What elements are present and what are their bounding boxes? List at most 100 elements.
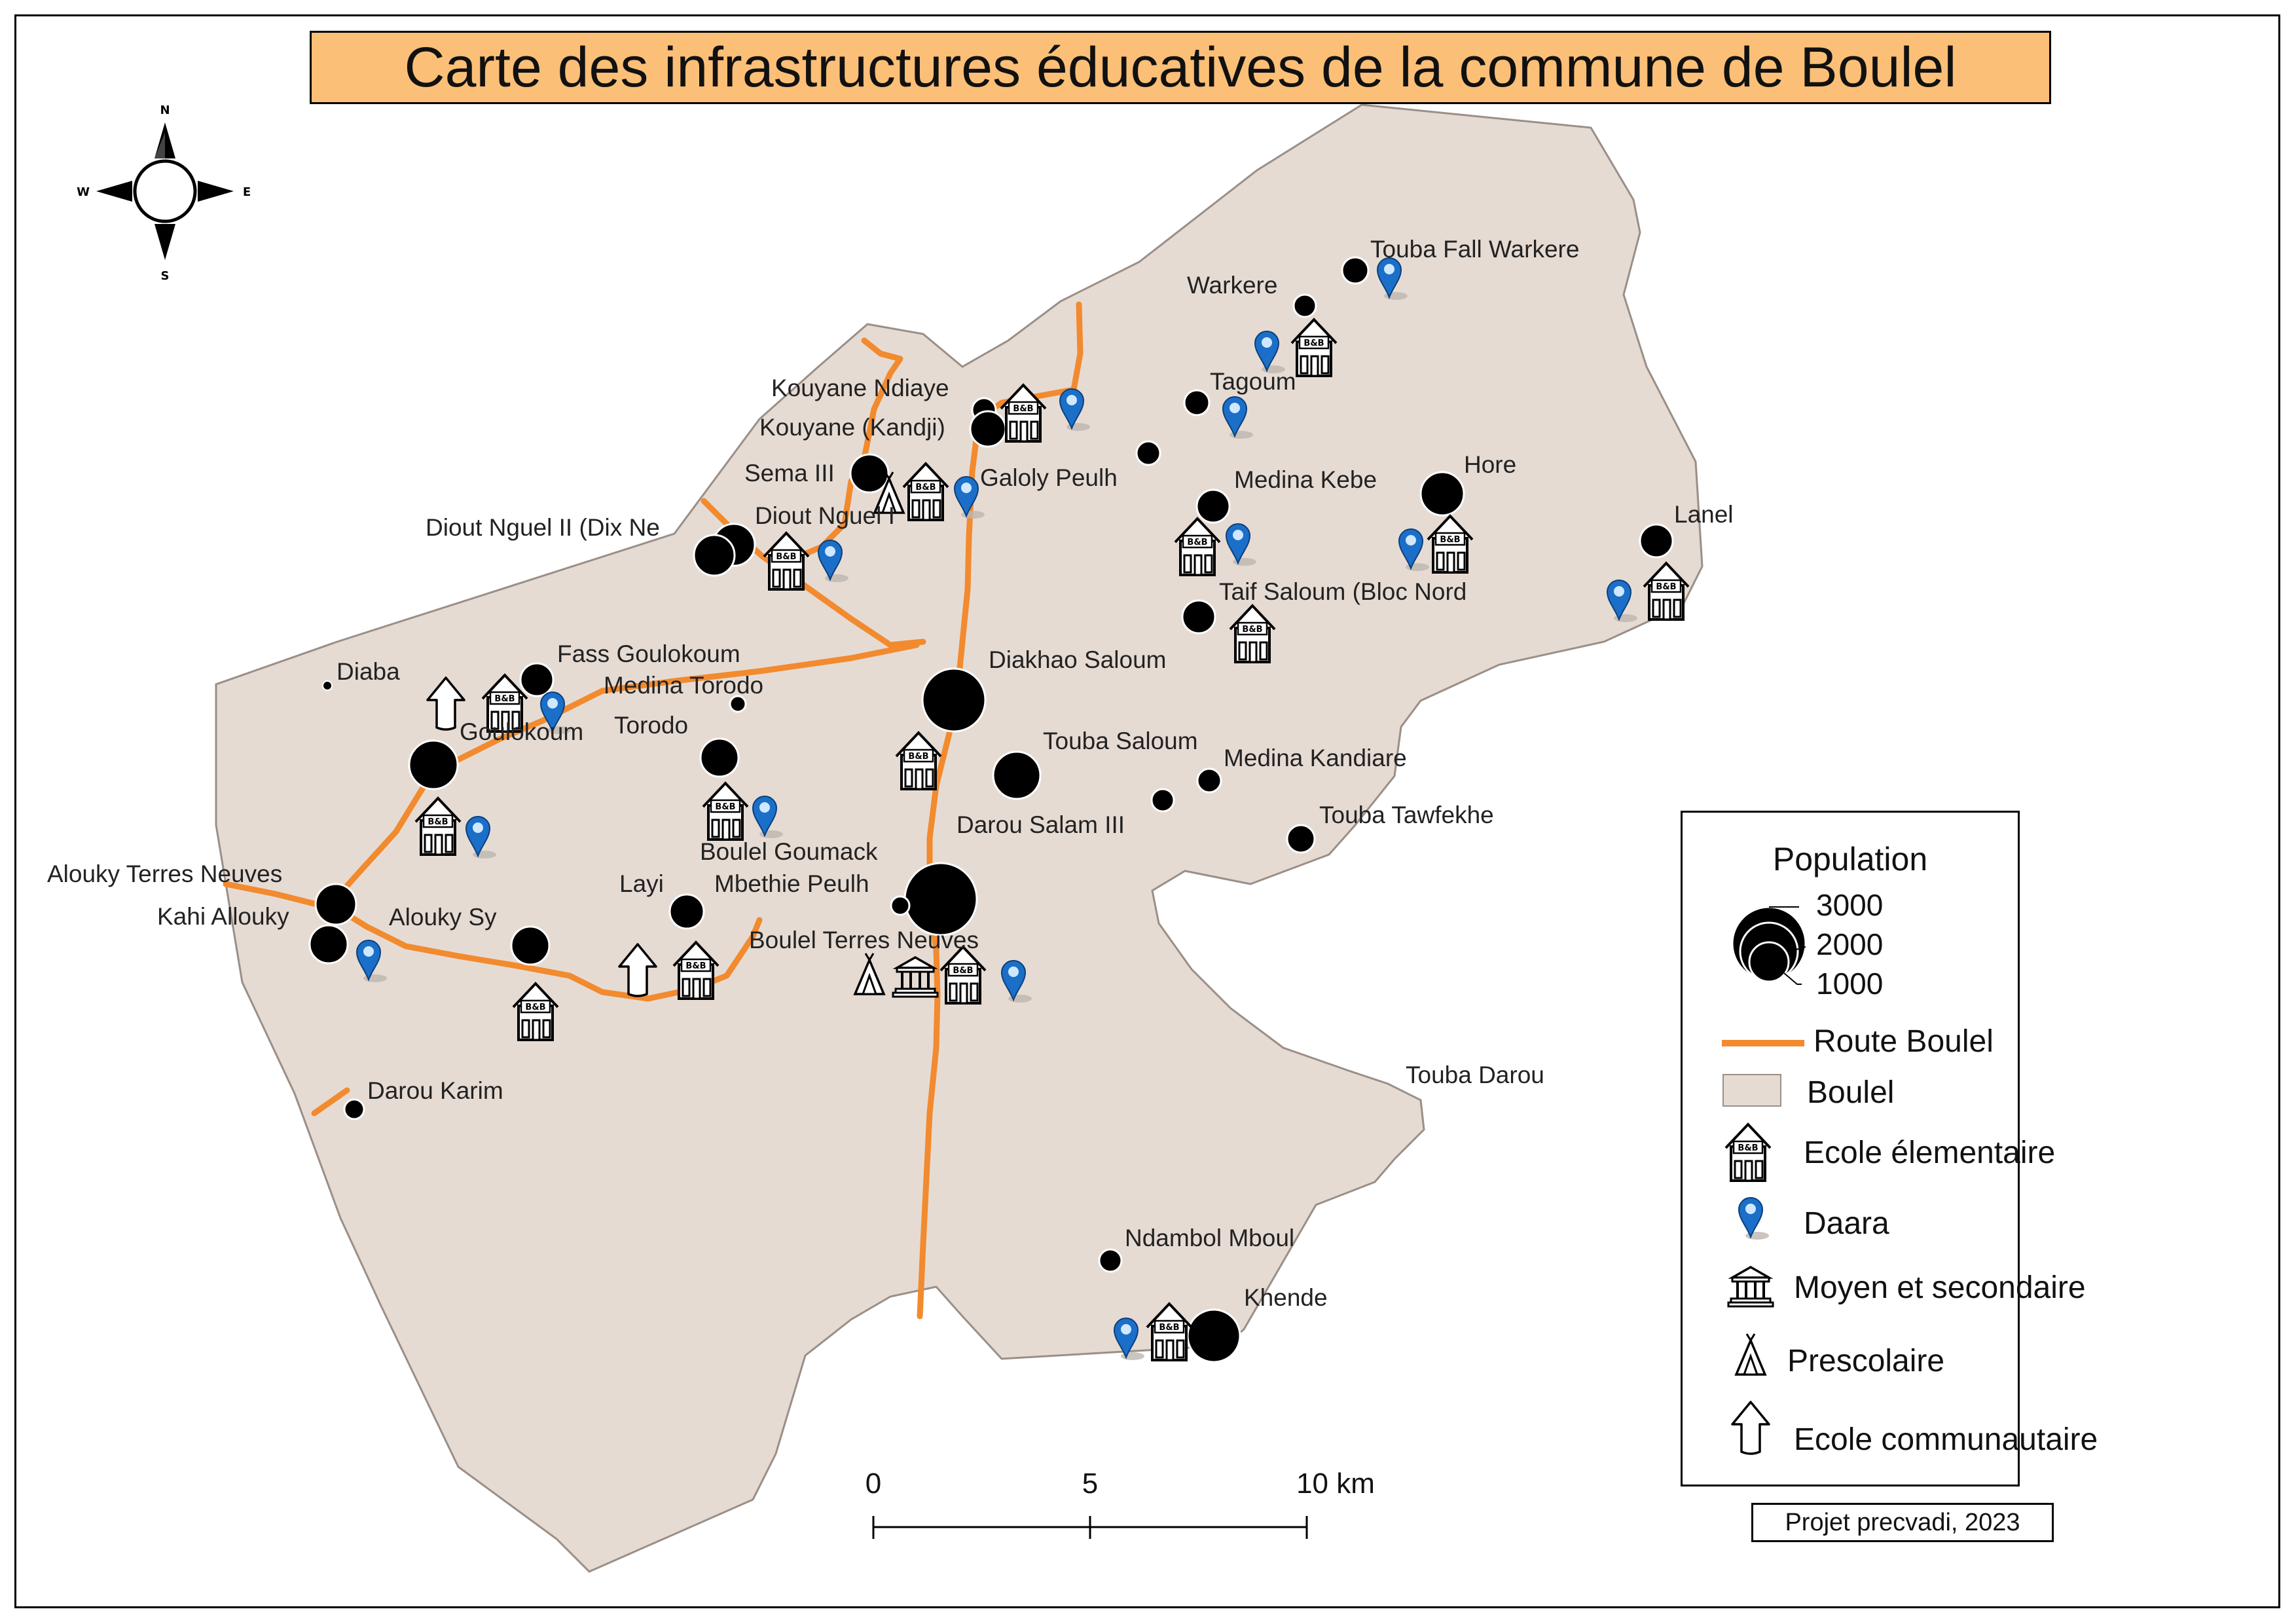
place-label: Lanel <box>1674 501 1734 528</box>
legend-daara-label: Daara <box>1804 1206 1889 1241</box>
scale-label-5: 5 <box>1082 1467 1098 1500</box>
settlement-tagoum[interactable] <box>1183 389 1211 416</box>
legend-commune-label: Boulel <box>1807 1075 1895 1110</box>
settlement-touba-saloum[interactable] <box>992 750 1042 800</box>
place-label: Boulel Goumack <box>700 838 878 865</box>
legend-elementary-label: Ecole élementaire <box>1804 1135 2056 1170</box>
place-label: Torodo <box>614 712 688 739</box>
scale-label-0: 0 <box>866 1467 881 1500</box>
place-label: Layi <box>619 870 664 897</box>
place-label: Ndambol Mboul <box>1125 1225 1294 1251</box>
legend-pop-1000: 1000 <box>1816 967 1884 1001</box>
legend-pop-2000: 2000 <box>1816 927 1884 961</box>
place-label: Touba Fall Warkere <box>1370 236 1579 263</box>
settlement-darou-karim[interactable] <box>343 1098 365 1120</box>
settlement-fass-goulokoum[interactable] <box>519 662 555 697</box>
compass-w-label: W <box>77 185 90 199</box>
settlement-hore[interactable] <box>1419 471 1465 517</box>
settlement-medina-kebe[interactable] <box>1195 489 1231 524</box>
place-label: Mbethie Peulh <box>714 870 869 897</box>
legend-preschool-label: Prescolaire <box>1787 1344 1945 1378</box>
compass-n-label: N <box>160 103 170 117</box>
settlement-touba-fall-warkere[interactable] <box>1341 256 1370 285</box>
settlement-alouky-terres-neuves[interactable] <box>314 883 357 926</box>
place-label: Hore <box>1464 451 1516 478</box>
place-label: Touba Tawfekhe <box>1319 802 1494 828</box>
place-label: Alouky Sy <box>389 904 497 931</box>
population-size-icon <box>1731 906 1807 985</box>
place-label: Tagoum <box>1210 368 1296 395</box>
daara-pin-icon <box>1738 1197 1770 1240</box>
place-label: Warkere <box>1187 272 1277 299</box>
community-school-icon <box>1731 1401 1770 1455</box>
legend: Population 3000 2000 1000 Route Boulel B… <box>1681 811 2098 1486</box>
place-label: Darou Karim <box>367 1077 503 1104</box>
place-label: Medina Kebe <box>1234 466 1377 493</box>
credit-text: Projet precvadi, 2023 <box>1785 1508 2020 1536</box>
settlement-sema-iii[interactable] <box>849 453 890 494</box>
settlement-taif-saloum[interactable] <box>1181 599 1216 635</box>
settlement-diaba[interactable] <box>322 680 333 691</box>
settlement-torodo[interactable] <box>699 737 740 778</box>
place-label: Diout Nguel II (Dix Ne <box>426 514 660 541</box>
settlement-touba-tawfekhe[interactable] <box>1286 824 1316 854</box>
settlement-khende[interactable] <box>1186 1308 1241 1363</box>
place-label: Darou Salam III <box>957 811 1125 838</box>
place-label: Medina Torodo <box>604 672 763 699</box>
place-label: Touba Saloum <box>1043 728 1198 754</box>
place-label: Taif Saloum (Bloc Nord <box>1219 578 1467 605</box>
school-icon <box>1724 1123 1772 1186</box>
place-label: Touba Darou <box>1406 1061 1544 1088</box>
place-labels: Touba Fall Warkere Warkere Tagoum Kouyan… <box>47 236 1734 1311</box>
settlement-kahi-allouky[interactable] <box>308 924 349 965</box>
settlement-boulel-terres-neuves[interactable] <box>903 862 978 936</box>
legend-community-label: Ecole communautaire <box>1794 1422 2098 1457</box>
map-title: Carte des infrastructures éducatives de … <box>404 35 1957 99</box>
place-label: Kouyane Ndiaye <box>771 375 949 401</box>
place-label: Fass Goulokoum <box>557 640 740 667</box>
compass-e-label: E <box>243 185 251 199</box>
map-title-box: Carte des infrastructures éducatives de … <box>310 31 2051 104</box>
settlement-medina-kandiare[interactable] <box>1196 767 1222 794</box>
settlement-alouky-sy[interactable] <box>510 925 551 966</box>
settlement-kouyane-kandji[interactable] <box>969 410 1007 448</box>
place-label: Boulel Terres Neuves <box>749 927 979 953</box>
credit-box: Projet precvadi, 2023 <box>1751 1503 2054 1542</box>
legend-title: Population <box>1772 841 1928 877</box>
settlement-medina-torodo[interactable] <box>729 695 747 713</box>
legend-pop-3000: 3000 <box>1816 888 1884 922</box>
place-label: Diaba <box>337 658 400 685</box>
settlement-mbethie-peulh[interactable] <box>890 895 911 916</box>
legend-route-label: Route Boulel <box>1813 1024 1994 1059</box>
scale-label-10: 10 km <box>1296 1467 1375 1500</box>
settlement-goulokoum[interactable] <box>408 739 459 790</box>
place-label: Khende <box>1244 1284 1328 1311</box>
place-label: Diakhao Saloum <box>989 646 1166 673</box>
settlement-darou-salam-iii[interactable] <box>1150 788 1175 813</box>
settlement-diout-nguel-ii-b[interactable] <box>693 534 736 577</box>
settlement-ndambol-mboul[interactable] <box>1098 1248 1123 1273</box>
settlement-warkere[interactable] <box>1292 293 1317 318</box>
settlement-galoly-peulh[interactable] <box>1135 440 1161 466</box>
place-label: Galoly Peulh <box>980 464 1118 491</box>
settlement-lanel[interactable] <box>1639 523 1674 559</box>
commune-area-icon <box>1722 1074 1781 1107</box>
place-label: Kahi Allouky <box>157 903 289 930</box>
place-label: Sema III <box>744 460 835 487</box>
settlement-layi[interactable] <box>668 893 705 930</box>
legend-symbols <box>1722 906 1807 1455</box>
commune-boulel-area <box>215 103 1704 1573</box>
legend-secondary-label: Moyen et secondaire <box>1794 1270 2086 1305</box>
preschool-icon <box>1735 1333 1766 1376</box>
compass-s-label: S <box>161 269 170 283</box>
place-label: Medina Kandiare <box>1224 745 1407 771</box>
scale-bar: 0 5 10 km <box>866 1467 1375 1539</box>
place-label: Goulokoum <box>460 718 583 745</box>
secondary-school-icon <box>1727 1266 1774 1308</box>
place-label: Alouky Terres Neuves <box>47 860 282 887</box>
compass-rose-icon: N S E W <box>77 103 251 283</box>
place-label: Kouyane (Kandji) <box>759 414 945 441</box>
place-label: Diout Nguel I <box>755 502 895 529</box>
settlement-diakhao-saloum[interactable] <box>921 667 987 733</box>
